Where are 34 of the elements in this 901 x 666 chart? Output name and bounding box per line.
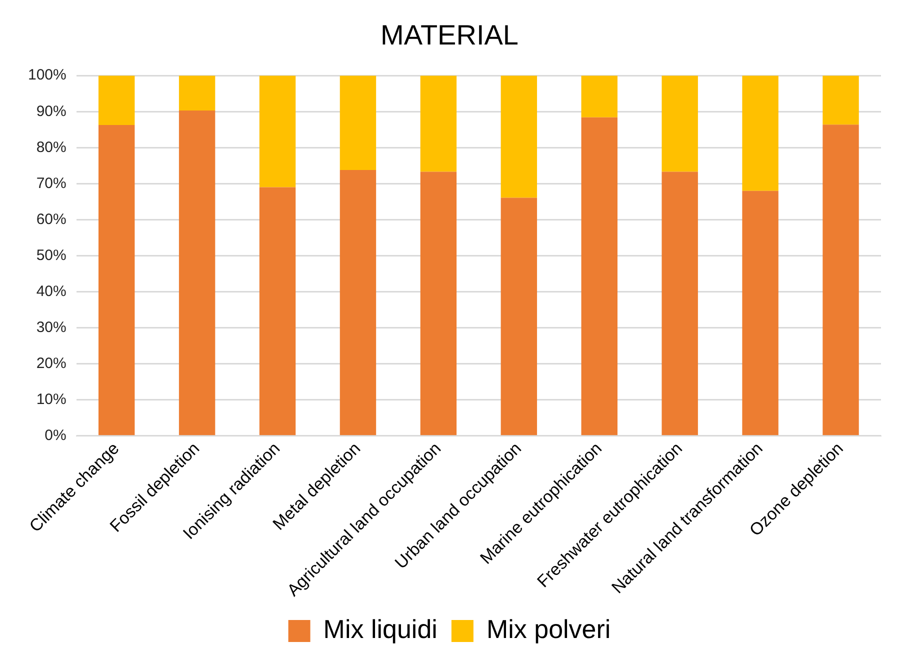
y-tick-label: 90%	[36, 102, 66, 120]
bar	[581, 76, 618, 118]
y-tick-label: 70%	[36, 174, 66, 192]
y-tick-label: 80%	[36, 138, 66, 156]
y-tick-label: 0%	[44, 427, 66, 444]
bar	[500, 76, 538, 198]
bar	[742, 190, 778, 436]
bar	[178, 76, 216, 111]
bar	[742, 76, 778, 191]
bar	[98, 76, 135, 125]
y-tick-label: 30%	[36, 318, 66, 336]
bar	[340, 76, 376, 170]
legend-label: Mix liquidi	[323, 614, 438, 644]
bar	[178, 110, 216, 436]
bar	[581, 117, 618, 436]
bar	[98, 124, 135, 436]
bar	[340, 170, 376, 436]
chart-title: MATERIAL	[380, 20, 518, 51]
y-tick-label: 10%	[36, 391, 66, 408]
y-tick-label: 20%	[36, 354, 66, 372]
bar	[500, 198, 538, 436]
bar	[259, 76, 296, 188]
bar	[662, 76, 698, 172]
bar	[420, 172, 457, 436]
y-tick-label: 100%	[28, 66, 66, 84]
y-tick-label: 50%	[36, 246, 66, 264]
bar	[662, 172, 698, 436]
bar	[822, 124, 859, 436]
bar	[822, 76, 859, 125]
y-tick-label: 60%	[36, 210, 66, 228]
bar	[259, 187, 296, 436]
bar	[420, 76, 457, 172]
y-tick-label: 40%	[36, 282, 66, 300]
legend-label: Mix polveri	[486, 614, 611, 644]
